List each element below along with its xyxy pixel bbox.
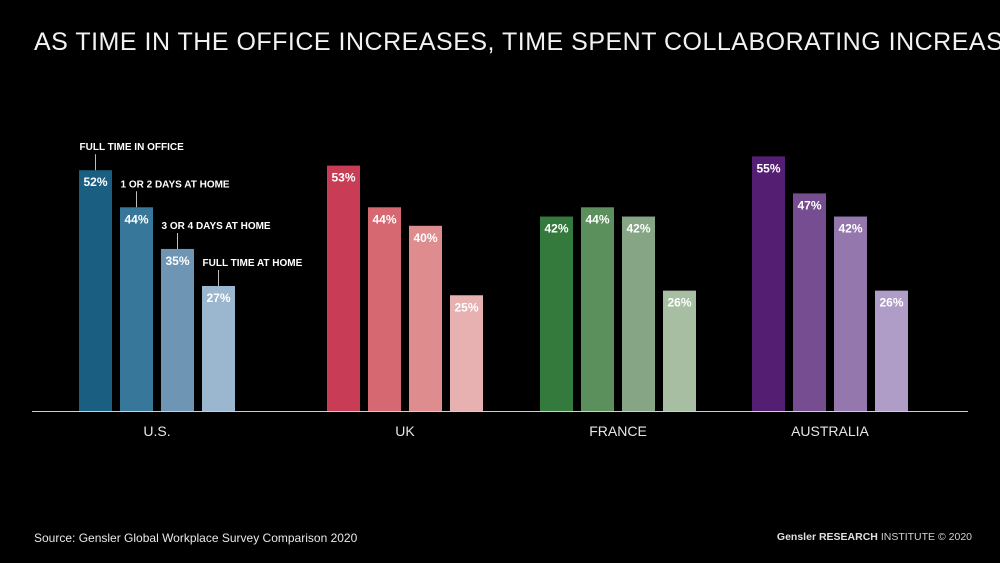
data-label-u-s-1: 52%: [83, 175, 107, 189]
bar-france-3: [622, 216, 655, 411]
data-label-france-2: 44%: [585, 212, 609, 226]
legend-callout-4: FULL TIME AT HOME: [203, 258, 303, 269]
legend-callout-2: 1 OR 2 DAYS AT HOME: [121, 179, 230, 190]
data-label-france-4: 26%: [667, 296, 691, 310]
brand-credit: Gensler RESEARCH INSTITUTE © 2020: [777, 531, 972, 543]
bar-uk-1: [327, 165, 360, 411]
bar-uk-4: [450, 295, 483, 411]
data-label-australia-2: 47%: [797, 198, 821, 212]
category-label-france: FRANCE: [589, 423, 647, 439]
brand-research: RESEARCH: [818, 531, 878, 543]
data-label-france-1: 42%: [544, 222, 568, 236]
bar-france-1: [540, 216, 573, 411]
data-label-uk-3: 40%: [413, 231, 437, 245]
bar-australia-1: [752, 156, 785, 411]
category-label-australia: AUSTRALIA: [791, 423, 869, 439]
brand-copyright: © 2020: [937, 531, 972, 543]
data-label-australia-4: 26%: [879, 296, 903, 310]
legend-callout-1: FULL TIME IN OFFICE: [80, 142, 185, 153]
bar-australia-4: [875, 290, 908, 411]
data-label-uk-1: 53%: [331, 171, 355, 185]
data-label-australia-1: 55%: [756, 161, 780, 175]
bar-france-2: [581, 207, 614, 411]
brand-institute: INSTITUTE: [880, 531, 936, 543]
bar-u-s-3: [161, 248, 194, 411]
data-label-uk-2: 44%: [372, 212, 396, 226]
chart-title: AS TIME IN THE OFFICE INCREASES, TIME SP…: [34, 28, 1000, 56]
bar-uk-3: [409, 225, 442, 411]
bar-u-s-2: [120, 207, 153, 411]
data-label-australia-3: 42%: [838, 222, 862, 236]
source-note: Source: Gensler Global Workplace Survey …: [34, 531, 358, 545]
legend-callout-3: 3 OR 4 DAYS AT HOME: [162, 221, 271, 232]
data-label-u-s-2: 44%: [124, 212, 148, 226]
bar-uk-2: [368, 207, 401, 411]
bar-u-s-4: [202, 285, 235, 411]
data-label-u-s-3: 35%: [165, 254, 189, 268]
data-label-uk-4: 25%: [454, 300, 478, 314]
bar-u-s-1: [79, 170, 112, 411]
data-label-u-s-4: 27%: [206, 291, 230, 305]
bar-france-4: [663, 290, 696, 411]
bar-australia-2: [793, 193, 826, 411]
bar-australia-3: [834, 216, 867, 411]
category-label-u-s: U.S.: [143, 423, 170, 439]
data-label-france-3: 42%: [626, 222, 650, 236]
brand-name: Gensler: [776, 531, 817, 543]
category-label-uk: UK: [395, 423, 415, 439]
